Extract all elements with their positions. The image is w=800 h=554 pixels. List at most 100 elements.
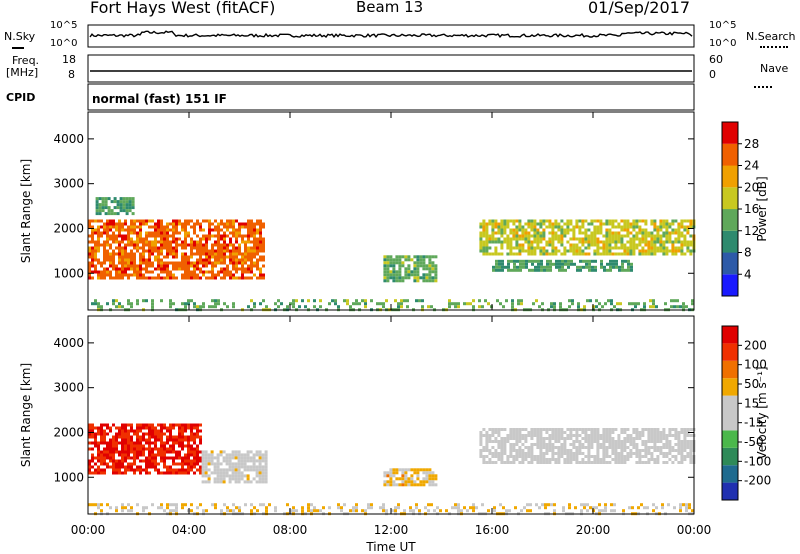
heatmap-cell xyxy=(261,480,265,484)
heatmap-cell xyxy=(543,265,546,269)
heatmap-cell xyxy=(653,252,657,256)
heatmap-cell xyxy=(259,302,262,306)
heatmap-cell xyxy=(584,240,588,244)
heatmap-cell xyxy=(431,477,435,481)
heatmap-cell xyxy=(130,305,133,309)
heatmap-cell xyxy=(593,234,597,238)
heatmap-cell xyxy=(133,270,136,274)
heatmap-cell xyxy=(151,246,154,250)
heatmap-cell xyxy=(644,234,648,238)
heatmap-cell xyxy=(638,455,642,458)
heatmap-cell xyxy=(166,441,169,445)
heatmap-cell xyxy=(139,450,142,454)
heatmap-cell xyxy=(533,246,537,250)
heatmap-cell xyxy=(166,506,169,510)
heatmap-cell xyxy=(97,429,100,433)
heatmap-cell xyxy=(530,243,534,247)
heatmap-cell xyxy=(512,231,516,235)
heatmap-cell xyxy=(599,246,603,250)
x-tick-label: 20:00 xyxy=(576,523,611,537)
heatmap-cell xyxy=(551,458,555,461)
heatmap-cell xyxy=(103,435,106,439)
heatmap-cell xyxy=(674,240,678,244)
heatmap-cell xyxy=(560,237,564,241)
heatmap-cell xyxy=(213,480,217,484)
heatmap-cell xyxy=(181,302,184,306)
heatmap-cell xyxy=(142,423,145,427)
heatmap-cell xyxy=(527,455,531,458)
heatmap-cell xyxy=(130,249,133,253)
heatmap-cell xyxy=(259,276,262,280)
heatmap-cell xyxy=(602,234,606,238)
heatmap-cell xyxy=(97,273,100,277)
heatmap-cell xyxy=(596,252,600,256)
heatmap-cell xyxy=(644,219,648,223)
heatmap-cell xyxy=(97,459,100,463)
heatmap-cell xyxy=(500,252,504,256)
heatmap-cell xyxy=(187,438,190,442)
heatmap-cell xyxy=(488,222,492,226)
nave-legend-line xyxy=(754,86,772,88)
heatmap-cell xyxy=(112,302,115,306)
heatmap-cell xyxy=(190,453,193,457)
heatmap-cell xyxy=(163,264,166,268)
heatmap-cell xyxy=(641,455,645,458)
heatmap-cell xyxy=(232,302,235,306)
heatmap-cell xyxy=(151,450,154,454)
heatmap-cell xyxy=(548,219,552,223)
heatmap-cell xyxy=(181,222,184,226)
heatmap-cell xyxy=(199,261,202,265)
heatmap-cell xyxy=(241,258,244,262)
heatmap-cell xyxy=(389,261,393,265)
heatmap-cell xyxy=(578,461,582,464)
heatmap-cell xyxy=(166,222,169,226)
heatmap-cell xyxy=(331,299,334,303)
heatmap-cell xyxy=(610,509,613,513)
heatmap-cell xyxy=(222,450,226,454)
heatmap-cell xyxy=(217,261,220,265)
heatmap-cell xyxy=(163,465,166,469)
heatmap-cell xyxy=(121,426,124,430)
heatmap-cell xyxy=(334,302,337,306)
heatmap-cell xyxy=(593,458,597,461)
colorbar-tick-label: 20 xyxy=(744,180,759,194)
heatmap-cell xyxy=(250,264,253,268)
heatmap-cell xyxy=(181,225,184,229)
heatmap-cell xyxy=(671,240,675,244)
heatmap-cell xyxy=(527,252,531,256)
heatmap-cell xyxy=(252,459,256,463)
heatmap-cell xyxy=(575,237,579,241)
heatmap-cell xyxy=(479,246,483,250)
heatmap-cell xyxy=(243,468,247,472)
heatmap-cell xyxy=(511,302,514,306)
colorbar-tick-label: -50 xyxy=(744,435,764,449)
heatmap-cell xyxy=(187,264,190,268)
heatmap-cell xyxy=(106,456,109,460)
heatmap-cell xyxy=(178,441,181,445)
heatmap-cell xyxy=(103,228,106,232)
nsearch-legend-line xyxy=(760,46,788,48)
heatmap-cell xyxy=(214,276,217,280)
heatmap-cell xyxy=(566,249,570,253)
heatmap-cell xyxy=(647,431,651,434)
heatmap-cell xyxy=(205,243,208,247)
heatmap-cell xyxy=(100,462,103,466)
heatmap-cell xyxy=(100,276,103,280)
heatmap-cell xyxy=(94,456,97,460)
heatmap-cell xyxy=(223,225,226,229)
heatmap-cell xyxy=(635,434,639,437)
heatmap-cell xyxy=(650,434,654,437)
heatmap-cell xyxy=(398,273,402,277)
heatmap-cell xyxy=(383,483,387,487)
heatmap-cell xyxy=(241,234,244,238)
heatmap-cell xyxy=(410,474,414,478)
heatmap-cell xyxy=(538,506,541,510)
heatmap-cell xyxy=(527,222,531,226)
heatmap-cell xyxy=(160,506,163,510)
heatmap-cell xyxy=(509,237,513,241)
heatmap-cell xyxy=(202,258,205,262)
heatmap-cell xyxy=(638,240,642,244)
heatmap-cell xyxy=(635,222,639,226)
heatmap-cell xyxy=(157,468,160,472)
heatmap-cell xyxy=(524,458,528,461)
